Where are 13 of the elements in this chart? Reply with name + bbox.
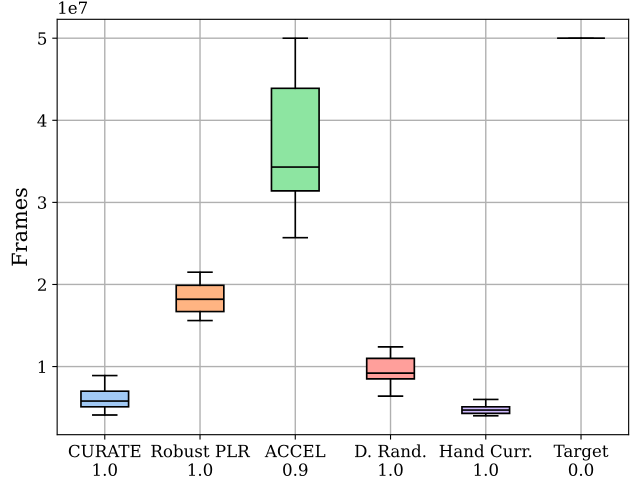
y-axis-title: Frames — [12, 188, 28, 266]
y-tick-label: 1 — [38, 360, 46, 373]
x-tick-label: Robust PLR 1.0 — [151, 444, 250, 476]
text: 1e7 — [59, 1, 88, 14]
x-tick-label: D. Rand. 1.0 — [354, 444, 426, 476]
y-tick-label: 2 — [38, 278, 46, 291]
x-tick-label: ACCEL 0.9 — [264, 444, 326, 476]
y-tick-label: 3 — [38, 196, 46, 209]
x-tick-label: Target 0.0 — [554, 444, 608, 476]
x-tick-label: Hand Curr. 1.0 — [440, 444, 532, 476]
y-tick-label: 4 — [37, 114, 47, 127]
y-tick-label: 5 — [38, 32, 46, 45]
x-tick-label: CURATE 1.0 — [68, 444, 140, 476]
